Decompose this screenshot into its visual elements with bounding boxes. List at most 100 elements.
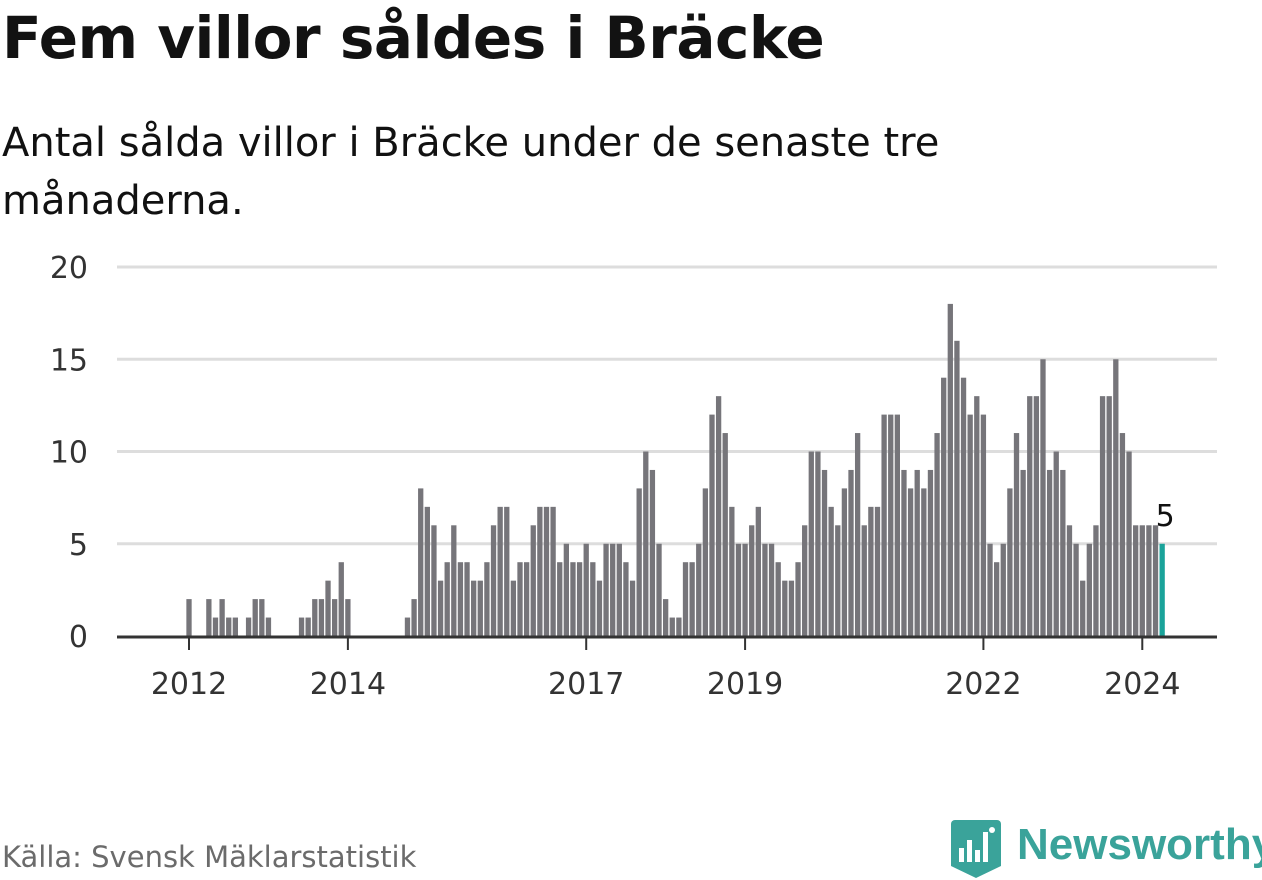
bar: [570, 562, 576, 636]
x-tick-label: 2012: [151, 667, 227, 702]
bar: [835, 525, 841, 636]
bar: [1020, 469, 1026, 636]
x-tick-label: 2022: [945, 667, 1021, 702]
bar: [1119, 433, 1126, 636]
bar: [636, 488, 642, 636]
bar: [974, 396, 980, 636]
bar: [451, 525, 457, 636]
bar: [610, 543, 616, 636]
bar: [265, 617, 272, 636]
bar: [1000, 543, 1006, 636]
bar: [868, 506, 874, 636]
bar: [888, 414, 894, 636]
bar: [226, 617, 232, 636]
y-tick-label: 10: [50, 436, 88, 471]
bar: [1073, 543, 1079, 636]
bar: [861, 525, 867, 636]
bar: [623, 562, 629, 636]
bar: [1046, 469, 1053, 636]
bar: [854, 433, 861, 636]
bar: [1040, 359, 1046, 636]
bar: [431, 525, 437, 636]
bar: [874, 506, 881, 636]
x-tick-label: 2019: [707, 667, 783, 702]
bar: [901, 469, 907, 636]
y-tick-label: 20: [50, 251, 88, 286]
y-tick-label: 5: [69, 528, 88, 563]
bar-chart: 0 5 10 15 20 2012 2014 2017 2019 2022 2024 5: [50, 251, 1217, 702]
source-note: Källa: Svensk Mäklarstatistik: [2, 840, 417, 874]
bar: [742, 543, 748, 636]
bar: [828, 506, 834, 636]
bar: [649, 469, 656, 636]
bar: [530, 525, 536, 636]
data-label: 5: [1156, 499, 1175, 534]
bar: [259, 599, 265, 636]
bar: [444, 562, 450, 636]
bar: [669, 617, 675, 636]
bar: [186, 599, 192, 636]
bar: [345, 599, 351, 636]
bar: [782, 580, 788, 636]
annotations: 5: [1156, 499, 1175, 534]
bar: [616, 543, 622, 636]
x-tick-label: 2017: [548, 667, 624, 702]
bar: [1106, 396, 1112, 636]
bar: [517, 562, 523, 636]
bar: [245, 617, 252, 636]
bar: [934, 433, 940, 636]
bar: [312, 599, 318, 636]
brand-name: Newsworthy: [1017, 820, 1262, 869]
bar: [471, 580, 477, 636]
bar: [457, 562, 464, 636]
bar: [994, 562, 1000, 636]
bar: [504, 506, 510, 636]
bar: [523, 562, 530, 636]
bar: [305, 617, 311, 636]
bar: [987, 543, 993, 636]
bar: [510, 580, 517, 636]
bar: [967, 414, 973, 636]
bar: [603, 543, 609, 636]
bar: [894, 414, 900, 636]
bar: [788, 580, 795, 636]
bar: [1033, 396, 1040, 636]
bar: [550, 506, 556, 636]
bar: [749, 525, 755, 636]
newsworthy-logo-icon: [951, 820, 1001, 878]
chart-title: Fem villor såldes i Bräcke: [2, 4, 825, 72]
bar: [411, 599, 417, 636]
bar: [980, 414, 987, 636]
bar: [1053, 451, 1059, 636]
bar: [689, 562, 695, 636]
bar: [497, 506, 503, 636]
bar: [1086, 543, 1092, 636]
bar: [1093, 525, 1099, 636]
bar: [563, 543, 569, 636]
x-axis-ticks: 2012 2014 2017 2019 2022 2024: [151, 638, 1180, 702]
bar: [437, 580, 444, 636]
bar: [1007, 488, 1013, 636]
x-tick-label: 2024: [1104, 667, 1180, 702]
bar: [709, 414, 715, 636]
bar: [629, 580, 636, 636]
bar: [418, 488, 424, 636]
bars: [186, 303, 1165, 636]
bar: [702, 488, 709, 636]
bar: [715, 396, 722, 636]
bar: [219, 599, 225, 636]
bar: [298, 617, 305, 636]
bar-highlight: [1159, 543, 1165, 636]
bar: [775, 562, 781, 636]
brand-logo: Newsworthy: [951, 820, 1262, 880]
bar: [232, 617, 238, 636]
bar: [821, 469, 828, 636]
bar: [1027, 396, 1033, 636]
bar: [543, 506, 550, 636]
bar: [576, 562, 583, 636]
bar: [1146, 525, 1152, 636]
bar: [656, 543, 662, 636]
bar: [841, 488, 848, 636]
bar: [1013, 433, 1020, 636]
bar: [1060, 469, 1066, 636]
